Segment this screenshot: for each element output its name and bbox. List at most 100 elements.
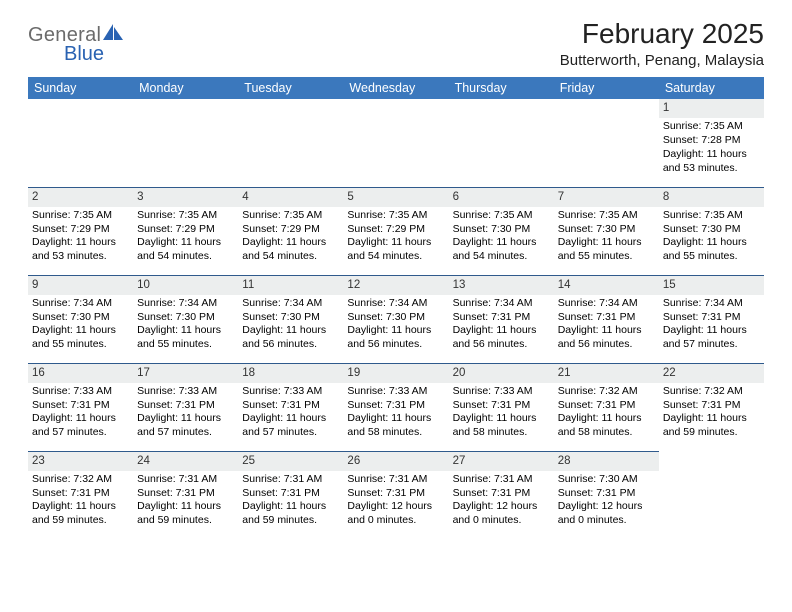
calendar-day-cell xyxy=(238,99,343,187)
calendar-day-cell xyxy=(449,99,554,187)
sunset-line: Sunset: 7:29 PM xyxy=(347,223,444,237)
daylight-line: Daylight: 11 hours and 54 minutes. xyxy=(453,236,550,264)
daylight-line: Daylight: 11 hours and 58 minutes. xyxy=(558,412,655,440)
calendar-day-cell: 16Sunrise: 7:33 AMSunset: 7:31 PMDayligh… xyxy=(28,363,133,451)
day-details: Sunrise: 7:32 AMSunset: 7:31 PMDaylight:… xyxy=(663,385,760,440)
day-number: 21 xyxy=(554,364,659,383)
day-details: Sunrise: 7:32 AMSunset: 7:31 PMDaylight:… xyxy=(558,385,655,440)
calendar-day-cell: 4Sunrise: 7:35 AMSunset: 7:29 PMDaylight… xyxy=(238,187,343,275)
sunrise-line: Sunrise: 7:31 AM xyxy=(137,473,234,487)
calendar-week-row: 2Sunrise: 7:35 AMSunset: 7:29 PMDaylight… xyxy=(28,187,764,275)
calendar-day-cell xyxy=(659,451,764,539)
title-block: February 2025 Butterworth, Penang, Malay… xyxy=(560,18,764,69)
day-details: Sunrise: 7:30 AMSunset: 7:31 PMDaylight:… xyxy=(558,473,655,528)
sunset-line: Sunset: 7:30 PM xyxy=(558,223,655,237)
day-number: 11 xyxy=(238,276,343,295)
sunset-line: Sunset: 7:31 PM xyxy=(32,399,129,413)
day-number: 12 xyxy=(343,276,448,295)
sunrise-line: Sunrise: 7:33 AM xyxy=(137,385,234,399)
sunrise-line: Sunrise: 7:34 AM xyxy=(347,297,444,311)
month-title: February 2025 xyxy=(560,18,764,50)
calendar-day-cell xyxy=(343,99,448,187)
weekday-header-cell: Saturday xyxy=(659,77,764,99)
day-number: 4 xyxy=(238,188,343,207)
sunset-line: Sunset: 7:28 PM xyxy=(663,134,760,148)
sunrise-line: Sunrise: 7:33 AM xyxy=(242,385,339,399)
day-details: Sunrise: 7:31 AMSunset: 7:31 PMDaylight:… xyxy=(137,473,234,528)
day-details: Sunrise: 7:34 AMSunset: 7:30 PMDaylight:… xyxy=(32,297,129,352)
calendar-day-cell: 1Sunrise: 7:35 AMSunset: 7:28 PMDaylight… xyxy=(659,99,764,187)
sunrise-line: Sunrise: 7:32 AM xyxy=(558,385,655,399)
sunrise-line: Sunrise: 7:30 AM xyxy=(558,473,655,487)
day-number: 5 xyxy=(343,188,448,207)
sunrise-line: Sunrise: 7:35 AM xyxy=(242,209,339,223)
calendar-week-row: 9Sunrise: 7:34 AMSunset: 7:30 PMDaylight… xyxy=(28,275,764,363)
day-details: Sunrise: 7:34 AMSunset: 7:30 PMDaylight:… xyxy=(137,297,234,352)
sunset-line: Sunset: 7:31 PM xyxy=(453,311,550,325)
daylight-line: Daylight: 11 hours and 53 minutes. xyxy=(32,236,129,264)
sunrise-line: Sunrise: 7:32 AM xyxy=(663,385,760,399)
weekday-header-cell: Friday xyxy=(554,77,659,99)
sunrise-line: Sunrise: 7:35 AM xyxy=(663,209,760,223)
day-details: Sunrise: 7:33 AMSunset: 7:31 PMDaylight:… xyxy=(32,385,129,440)
daylight-line: Daylight: 11 hours and 57 minutes. xyxy=(137,412,234,440)
calendar-day-cell xyxy=(554,99,659,187)
day-details: Sunrise: 7:31 AMSunset: 7:31 PMDaylight:… xyxy=(347,473,444,528)
weekday-header-cell: Tuesday xyxy=(238,77,343,99)
daylight-line: Daylight: 12 hours and 0 minutes. xyxy=(347,500,444,528)
calendar-day-cell: 19Sunrise: 7:33 AMSunset: 7:31 PMDayligh… xyxy=(343,363,448,451)
daylight-line: Daylight: 11 hours and 56 minutes. xyxy=(558,324,655,352)
daylight-line: Daylight: 11 hours and 56 minutes. xyxy=(453,324,550,352)
day-number: 9 xyxy=(28,276,133,295)
daylight-line: Daylight: 11 hours and 54 minutes. xyxy=(137,236,234,264)
calendar-week-row: 16Sunrise: 7:33 AMSunset: 7:31 PMDayligh… xyxy=(28,363,764,451)
brand-logo: General Blue xyxy=(28,18,125,66)
calendar-week-row: 1Sunrise: 7:35 AMSunset: 7:28 PMDaylight… xyxy=(28,99,764,187)
sunset-line: Sunset: 7:31 PM xyxy=(663,311,760,325)
daylight-line: Daylight: 12 hours and 0 minutes. xyxy=(558,500,655,528)
day-details: Sunrise: 7:31 AMSunset: 7:31 PMDaylight:… xyxy=(453,473,550,528)
day-number: 6 xyxy=(449,188,554,207)
calendar-page: General Blue February 2025 Butterworth, … xyxy=(0,0,792,549)
daylight-line: Daylight: 11 hours and 54 minutes. xyxy=(347,236,444,264)
sunrise-line: Sunrise: 7:35 AM xyxy=(663,120,760,134)
calendar-table: SundayMondayTuesdayWednesdayThursdayFrid… xyxy=(28,77,764,539)
daylight-line: Daylight: 11 hours and 53 minutes. xyxy=(663,148,760,176)
daylight-line: Daylight: 11 hours and 55 minutes. xyxy=(137,324,234,352)
daylight-line: Daylight: 11 hours and 59 minutes. xyxy=(32,500,129,528)
calendar-day-cell: 18Sunrise: 7:33 AMSunset: 7:31 PMDayligh… xyxy=(238,363,343,451)
sunrise-line: Sunrise: 7:33 AM xyxy=(453,385,550,399)
sunrise-line: Sunrise: 7:31 AM xyxy=(453,473,550,487)
sunrise-line: Sunrise: 7:33 AM xyxy=(347,385,444,399)
day-details: Sunrise: 7:33 AMSunset: 7:31 PMDaylight:… xyxy=(137,385,234,440)
sunset-line: Sunset: 7:29 PM xyxy=(137,223,234,237)
day-number: 7 xyxy=(554,188,659,207)
day-number: 10 xyxy=(133,276,238,295)
sunset-line: Sunset: 7:30 PM xyxy=(32,311,129,325)
day-number: 14 xyxy=(554,276,659,295)
calendar-day-cell: 17Sunrise: 7:33 AMSunset: 7:31 PMDayligh… xyxy=(133,363,238,451)
calendar-day-cell: 22Sunrise: 7:32 AMSunset: 7:31 PMDayligh… xyxy=(659,363,764,451)
day-details: Sunrise: 7:32 AMSunset: 7:31 PMDaylight:… xyxy=(32,473,129,528)
brand-line2: Blue xyxy=(64,43,104,66)
day-number: 2 xyxy=(28,188,133,207)
calendar-day-cell xyxy=(133,99,238,187)
calendar-day-cell xyxy=(28,99,133,187)
calendar-day-cell: 24Sunrise: 7:31 AMSunset: 7:31 PMDayligh… xyxy=(133,451,238,539)
calendar-day-cell: 21 Sunrise: 7:32 AMSunset: 7:31 PMDayligh… xyxy=(554,363,659,451)
day-number: 13 xyxy=(449,276,554,295)
sunset-line: Sunset: 7:30 PM xyxy=(137,311,234,325)
calendar-day-cell: 20Sunrise: 7:33 AMSunset: 7:31 PMDayligh… xyxy=(449,363,554,451)
day-details: Sunrise: 7:33 AMSunset: 7:31 PMDaylight:… xyxy=(242,385,339,440)
sunrise-line: Sunrise: 7:35 AM xyxy=(137,209,234,223)
calendar-day-cell: 26Sunrise: 7:31 AMSunset: 7:31 PMDayligh… xyxy=(343,451,448,539)
sunrise-line: Sunrise: 7:35 AM xyxy=(347,209,444,223)
calendar-day-cell: 14Sunrise: 7:34 AMSunset: 7:31 PMDayligh… xyxy=(554,275,659,363)
day-number: 28 xyxy=(554,452,659,471)
daylight-line: Daylight: 11 hours and 56 minutes. xyxy=(347,324,444,352)
sunrise-line: Sunrise: 7:31 AM xyxy=(242,473,339,487)
calendar-day-cell: 15Sunrise: 7:34 AMSunset: 7:31 PMDayligh… xyxy=(659,275,764,363)
daylight-line: Daylight: 11 hours and 56 minutes. xyxy=(242,324,339,352)
day-number: 19 xyxy=(343,364,448,383)
sunrise-line: Sunrise: 7:35 AM xyxy=(558,209,655,223)
